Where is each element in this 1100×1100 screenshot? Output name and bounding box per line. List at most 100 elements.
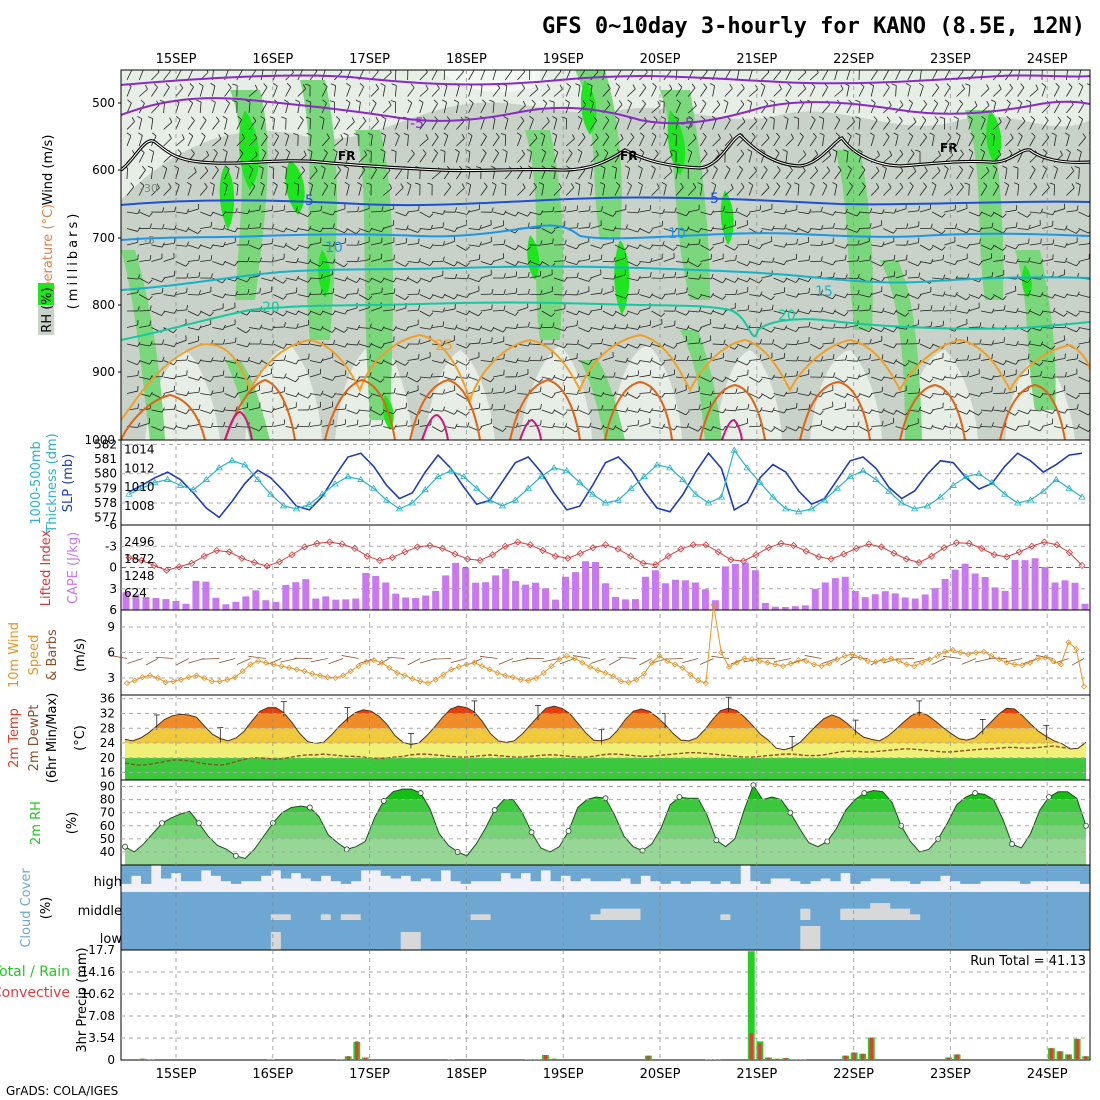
wind-barb-flag [332, 393, 336, 398]
wind-barb-flag [814, 166, 818, 172]
wind-barb [870, 170, 880, 180]
precip-convective-bar [749, 1033, 753, 1060]
wind-barb-flag [380, 378, 385, 383]
wind-barb [724, 259, 736, 262]
cloud-low-cell [510, 920, 521, 950]
wind-barb-flag [441, 99, 447, 103]
wind-barb-flag [991, 353, 993, 359]
wind-barb [858, 327, 870, 333]
cape-bar [442, 575, 450, 610]
wind-barb [602, 290, 614, 295]
wind-barb [907, 360, 919, 365]
precip-convective-bar [715, 1059, 719, 1060]
wind-barb [944, 86, 951, 97]
wind-barb [541, 274, 553, 279]
wind-barb-flag [258, 245, 263, 250]
wind-barb-flag [1015, 258, 1019, 264]
wind-barb-flag [875, 183, 880, 188]
wind-barb [1054, 339, 1065, 345]
wind-barb-flag [186, 241, 190, 247]
wind10-point [440, 671, 447, 678]
cloud-high-cell [860, 865, 871, 882]
cloud-middle-cell [760, 892, 771, 920]
wind-barb-flag [198, 271, 201, 278]
wind-barb [907, 185, 914, 196]
wind-barb [187, 228, 198, 234]
wind-barb-flag [202, 116, 207, 121]
wind-barb [370, 424, 382, 427]
wind-barb [590, 244, 602, 249]
wind-barb-flag [332, 241, 336, 247]
cloud-middle-cell [1060, 892, 1071, 920]
wind-barb-flag [693, 133, 697, 139]
wind-barb-flag [429, 213, 434, 218]
wind-barb-flag [405, 390, 409, 396]
wind-barb-flag [223, 339, 226, 345]
wind-barb-flag [832, 337, 835, 343]
wind-barb [614, 257, 626, 262]
wind-barb-flag [929, 360, 934, 365]
wind-barb-flag [307, 212, 312, 217]
wind-barb [309, 184, 314, 196]
wind-barb-flag [429, 261, 434, 266]
wind-barb [139, 325, 151, 328]
wind-barb [944, 294, 956, 297]
wind-barb [663, 88, 673, 97]
wind-barb-flag [734, 345, 739, 350]
rh-tick-label: 40 [100, 845, 115, 859]
wind-barb [444, 339, 455, 345]
wind-barb-flag [734, 278, 739, 283]
wind-barb-flag [595, 150, 599, 155]
cape-tick-label: 2496 [124, 535, 155, 549]
wind-barb [956, 135, 961, 147]
wind-barb [883, 259, 895, 262]
wind10-barb [110, 655, 128, 659]
wind-barb-flag [1015, 67, 1019, 69]
wind-barb-flag [822, 181, 828, 186]
wind-barb-flag [551, 165, 556, 169]
wind-barb-flag [478, 277, 483, 282]
wind-barb [273, 326, 285, 328]
wind-barb [944, 376, 956, 379]
wind-barb [785, 407, 797, 411]
cloud-high-cell [520, 865, 531, 874]
wind-barb [199, 170, 209, 180]
wind-barb [907, 85, 911, 97]
wind-barb-flag [625, 374, 629, 380]
cloud-middle-cell [840, 892, 851, 909]
wind-barb-flag [186, 370, 188, 376]
wind-barb-flag [662, 373, 665, 379]
wind-barb-flag [440, 67, 445, 69]
wind-barb-flag [369, 406, 372, 412]
wind-barb-flag [319, 116, 325, 120]
wind-barb [614, 185, 621, 196]
wind-barb [931, 120, 939, 130]
wind-barb [1091, 245, 1100, 248]
wind-barb [236, 277, 248, 283]
wind-barb-flag [1071, 183, 1075, 189]
cloud-middle-cell [490, 892, 502, 920]
wind-barb [1091, 262, 1100, 265]
wind-barb-flag [659, 100, 665, 103]
wind-barb-flag [259, 222, 262, 228]
wind-barb-flag [210, 422, 214, 428]
wind-barb-flag [693, 101, 697, 106]
cloud-middle-cell [220, 892, 232, 920]
wind-barb-flag [710, 426, 714, 431]
wind-barb-flag [876, 166, 880, 172]
thickness-point [859, 466, 867, 474]
thickness-label-2: Thickness (dm) [45, 433, 60, 533]
wind-barb-flag [845, 224, 848, 230]
thickness-point [807, 505, 816, 512]
wind-barb [834, 426, 846, 431]
wind-barb [138, 185, 145, 196]
wind-barb-flag [130, 182, 135, 188]
wind-barb-flag [934, 116, 939, 121]
wind-barb [748, 70, 753, 81]
wind-barb [748, 184, 754, 196]
wind-barb [187, 340, 199, 345]
wind-barb-flag [442, 241, 446, 247]
wind-barb [761, 261, 773, 263]
lifted-index-point [739, 557, 747, 565]
